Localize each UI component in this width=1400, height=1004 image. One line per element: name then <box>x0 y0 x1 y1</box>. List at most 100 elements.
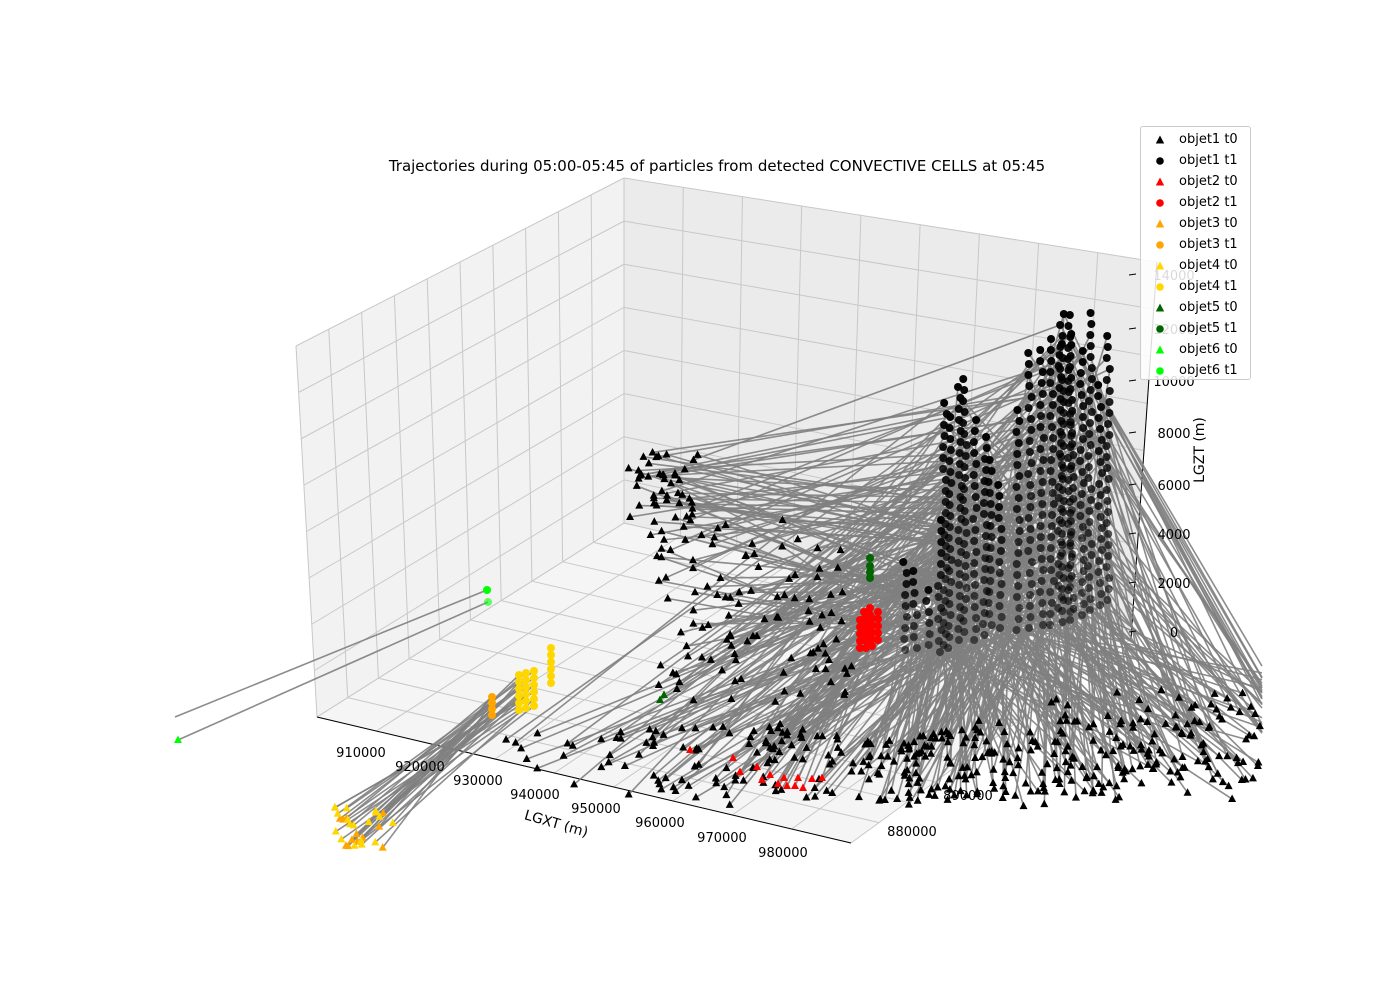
marker-objet4-t1 <box>547 665 555 673</box>
marker-objet1-t1 <box>1048 423 1056 431</box>
marker-objet1-t1 <box>959 419 967 427</box>
legend-entry: objet6 t0 <box>1141 339 1250 360</box>
legend-entry: objet2 t0 <box>1141 171 1250 192</box>
marker-objet1-t1 <box>1027 492 1035 500</box>
marker-objet4-t1 <box>547 644 555 652</box>
marker-objet1-t0 <box>1009 769 1017 777</box>
marker-objet1-t1 <box>970 449 978 457</box>
marker-objet4-t1 <box>530 695 538 703</box>
marker-objet1-t1 <box>1059 618 1067 626</box>
marker-objet4-t1 <box>515 706 523 714</box>
marker-objet1-t0 <box>1120 775 1128 783</box>
marker-objet1-t1 <box>1079 413 1087 421</box>
marker-objet1-t1 <box>1104 508 1112 516</box>
legend-label: objet5 t1 <box>1179 321 1238 336</box>
triangle-marker-icon <box>1141 177 1179 187</box>
marker-objet1-t1 <box>940 399 948 407</box>
x-tick-label: 920000 <box>395 760 445 775</box>
marker-objet1-t1 <box>1066 410 1074 418</box>
marker-objet1-t1 <box>940 608 948 616</box>
marker-objet1-t1 <box>925 608 933 616</box>
marker-objet1-t1 <box>913 644 921 652</box>
marker-objet1-t1 <box>1064 322 1072 330</box>
marker-objet1-t1 <box>922 597 930 605</box>
marker-objet1-t1 <box>971 526 979 534</box>
marker-objet1-t1 <box>972 416 980 424</box>
marker-objet2-t1 <box>874 608 882 616</box>
marker-objet1-t1 <box>1037 522 1045 530</box>
marker-objet1-t1 <box>1056 450 1064 458</box>
z-tick-label: 0 <box>1170 626 1178 641</box>
marker-objet1-t1 <box>909 600 917 608</box>
marker-objet1-t1 <box>1039 610 1047 618</box>
marker-objet1-t1 <box>1048 511 1056 519</box>
marker-objet1-t1 <box>985 478 993 486</box>
marker-objet1-t1 <box>1038 379 1046 387</box>
marker-objet1-t1 <box>1057 373 1065 381</box>
marker-objet1-t1 <box>1078 589 1086 597</box>
marker-objet1-t1 <box>1047 335 1055 343</box>
marker-objet1-t1 <box>1088 408 1096 416</box>
marker-objet1-t1 <box>986 577 994 585</box>
marker-objet1-t1 <box>1026 503 1034 511</box>
marker-objet1-t1 <box>1085 573 1093 581</box>
marker-objet1-t1 <box>982 433 990 441</box>
marker-objet1-t1 <box>1027 525 1035 533</box>
marker-objet1-t1 <box>1084 452 1092 460</box>
marker-objet1-t1 <box>1064 355 1072 363</box>
marker-objet1-t1 <box>910 622 918 630</box>
marker-objet1-t1 <box>1055 582 1063 590</box>
marker-objet1-t0 <box>1215 752 1223 760</box>
marker-objet1-t1 <box>942 630 950 638</box>
marker-objet1-t1 <box>1103 464 1111 472</box>
marker-objet1-t1 <box>1106 398 1114 406</box>
marker-objet1-t1 <box>1067 421 1075 429</box>
marker-objet1-t1 <box>1025 624 1033 632</box>
marker-objet1-t1 <box>940 421 948 429</box>
marker-objet1-t1 <box>1038 500 1046 508</box>
marker-objet1-t1 <box>1048 478 1056 486</box>
marker-objet1-t1 <box>1015 538 1023 546</box>
marker-objet2-t1 <box>866 632 874 640</box>
marker-objet1-t1 <box>1078 490 1086 498</box>
marker-objet1-t1 <box>1027 415 1035 423</box>
marker-objet1-t1 <box>980 631 988 639</box>
z-tick-label: 4000 <box>1157 528 1190 543</box>
marker-objet1-t1 <box>943 564 951 572</box>
marker-objet1-t1 <box>1064 520 1072 528</box>
marker-objet1-t1 <box>910 633 918 641</box>
legend-label: objet4 t0 <box>1179 258 1238 273</box>
z-axis-label: LGZT (m) <box>1192 417 1208 483</box>
marker-objet1-t1 <box>996 591 1004 599</box>
marker-objet1-t1 <box>959 375 967 383</box>
marker-objet1-t1 <box>1013 450 1021 458</box>
marker-objet1-t1 <box>985 610 993 618</box>
marker-objet6-t1 <box>484 598 492 606</box>
y-tick-label: 890000 <box>943 789 993 804</box>
marker-objet2-t1 <box>874 636 882 644</box>
marker-objet1-t1 <box>909 567 917 575</box>
x-tick-label: 980000 <box>758 846 808 861</box>
marker-objet1-t1 <box>1079 468 1087 476</box>
marker-objet1-t1 <box>1097 403 1105 411</box>
marker-objet4-t1 <box>515 671 523 679</box>
marker-objet1-t0 <box>1022 779 1030 787</box>
marker-objet1-t1 <box>1104 530 1112 538</box>
marker-objet1-t1 <box>988 621 996 629</box>
marker-objet1-t1 <box>1039 456 1047 464</box>
marker-objet1-t1 <box>940 531 948 539</box>
marker-objet1-t1 <box>1105 574 1113 582</box>
marker-objet1-t1 <box>1046 621 1054 629</box>
marker-objet1-t1 <box>970 592 978 600</box>
marker-objet1-t1 <box>1036 467 1044 475</box>
marker-objet1-t0 <box>945 775 953 783</box>
marker-objet1-t1 <box>1087 309 1095 317</box>
marker-objet1-t1 <box>1047 544 1055 552</box>
marker-objet1-t1 <box>996 569 1004 577</box>
marker-objet1-t1 <box>998 613 1006 621</box>
marker-objet1-t1 <box>1013 560 1021 568</box>
marker-objet1-t1 <box>997 547 1005 555</box>
marker-objet1-t1 <box>1046 610 1054 618</box>
marker-objet1-t1 <box>1014 582 1022 590</box>
